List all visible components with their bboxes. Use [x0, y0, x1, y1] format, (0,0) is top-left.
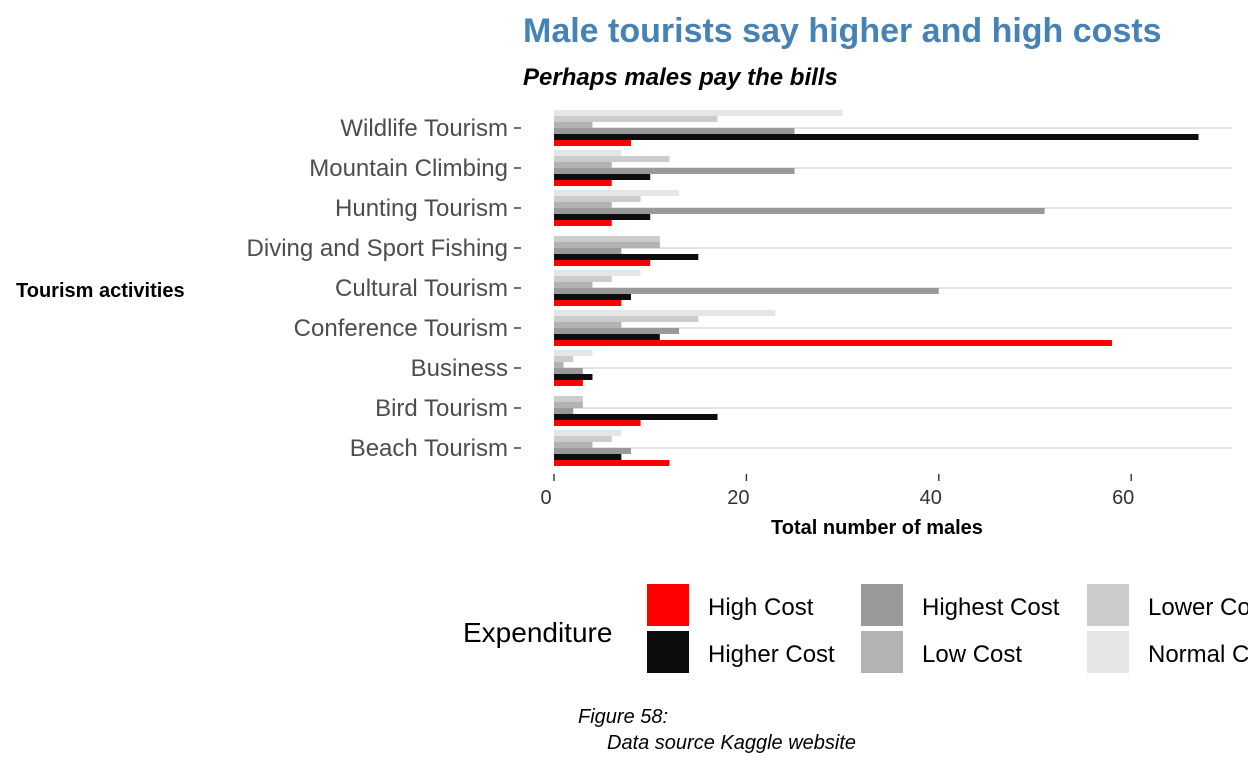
- legend-swatch: [647, 584, 689, 626]
- bar: [554, 300, 622, 306]
- bar: [554, 208, 1045, 214]
- bar: [554, 260, 651, 266]
- caption-source: Data source Kaggle website: [607, 732, 856, 754]
- legend-title: Expenditure: [463, 617, 612, 648]
- bar: [554, 214, 651, 220]
- bar: [554, 454, 622, 460]
- bar: [554, 248, 622, 254]
- bar: [554, 190, 680, 196]
- category-label: Conference Tourism: [294, 315, 508, 342]
- bar: [554, 310, 776, 316]
- bar: [554, 356, 574, 362]
- legend-label: Highest Cost: [922, 594, 1060, 621]
- bar: [554, 350, 593, 356]
- chart-title: Male tourists say higher and high costs: [523, 12, 1162, 50]
- category-label: Cultural Tourism: [335, 275, 508, 302]
- caption-figure: Figure 58:: [578, 706, 668, 728]
- category-label: Mountain Climbing: [309, 155, 508, 182]
- bar: [554, 368, 583, 374]
- y-axis-title: Tourism activities: [16, 280, 185, 302]
- bar: [554, 276, 612, 282]
- bar: [554, 460, 670, 466]
- x-tick-label: 40: [920, 487, 942, 509]
- x-axis-title: Total number of males: [771, 517, 983, 539]
- bar: [554, 122, 593, 128]
- bar: [554, 328, 680, 334]
- bar: [554, 288, 939, 294]
- legend-label: Low Cost: [922, 641, 1022, 668]
- bar: [554, 362, 564, 368]
- bar: [554, 220, 612, 226]
- bar: [554, 396, 583, 402]
- category-label: Business: [411, 355, 508, 382]
- bar: [554, 150, 622, 156]
- bar: [554, 202, 612, 208]
- bar: [554, 408, 574, 414]
- legend-swatch: [1087, 631, 1129, 673]
- bar: [554, 374, 593, 380]
- bar: [554, 316, 699, 322]
- bars: [554, 110, 1199, 466]
- bar: [554, 140, 631, 146]
- legend-swatch: [1087, 584, 1129, 626]
- bar: [554, 156, 670, 162]
- bar: [554, 174, 651, 180]
- bar: [554, 442, 593, 448]
- bar: [554, 162, 612, 168]
- bar: [554, 402, 583, 408]
- bar: [554, 340, 1112, 346]
- legend-label: Lower Cost: [1148, 594, 1248, 621]
- bar: [554, 294, 631, 300]
- legend-label: Normal Cost: [1148, 641, 1248, 668]
- category-label: Bird Tourism: [375, 395, 508, 422]
- category-label: Wildlife Tourism: [340, 115, 508, 142]
- bar: [554, 134, 1199, 140]
- x-axis-ticks: 0 20 40 60: [540, 474, 1134, 509]
- legend-swatch: [861, 631, 903, 673]
- chart-subtitle: Perhaps males pay the bills: [523, 64, 838, 91]
- legend-swatch: [861, 584, 903, 626]
- bar: [554, 116, 718, 122]
- bar: [554, 448, 631, 454]
- bar: [554, 322, 622, 328]
- bar: [554, 242, 660, 248]
- legend-label: Higher Cost: [708, 641, 835, 668]
- bar: [554, 180, 612, 186]
- bar: [554, 430, 622, 436]
- y-axis-labels: Beach Tourism Bird Tourism Business Confere…: [247, 115, 521, 462]
- bar: [554, 254, 699, 260]
- x-tick-label: 60: [1112, 487, 1134, 509]
- category-label: Hunting Tourism: [335, 195, 508, 222]
- bar: [554, 128, 795, 134]
- x-tick-label: 0: [540, 487, 551, 509]
- bar: [554, 270, 641, 276]
- bar: [554, 414, 718, 420]
- bar: [554, 110, 843, 116]
- x-tick-label: 20: [727, 487, 749, 509]
- bar: [554, 420, 641, 426]
- legend-swatch: [647, 631, 689, 673]
- legend-label: High Cost: [708, 594, 814, 621]
- bar: [554, 236, 660, 242]
- bar: [554, 196, 641, 202]
- category-label: Diving and Sport Fishing: [247, 235, 508, 262]
- bar: [554, 436, 612, 442]
- legend: High Cost Higher Cost Highest Cost Low Cost…: [647, 584, 1248, 673]
- category-label: Beach Tourism: [350, 435, 508, 462]
- bar: [554, 168, 795, 174]
- bar: [554, 380, 583, 386]
- bar: [554, 334, 660, 340]
- bar: [554, 282, 593, 288]
